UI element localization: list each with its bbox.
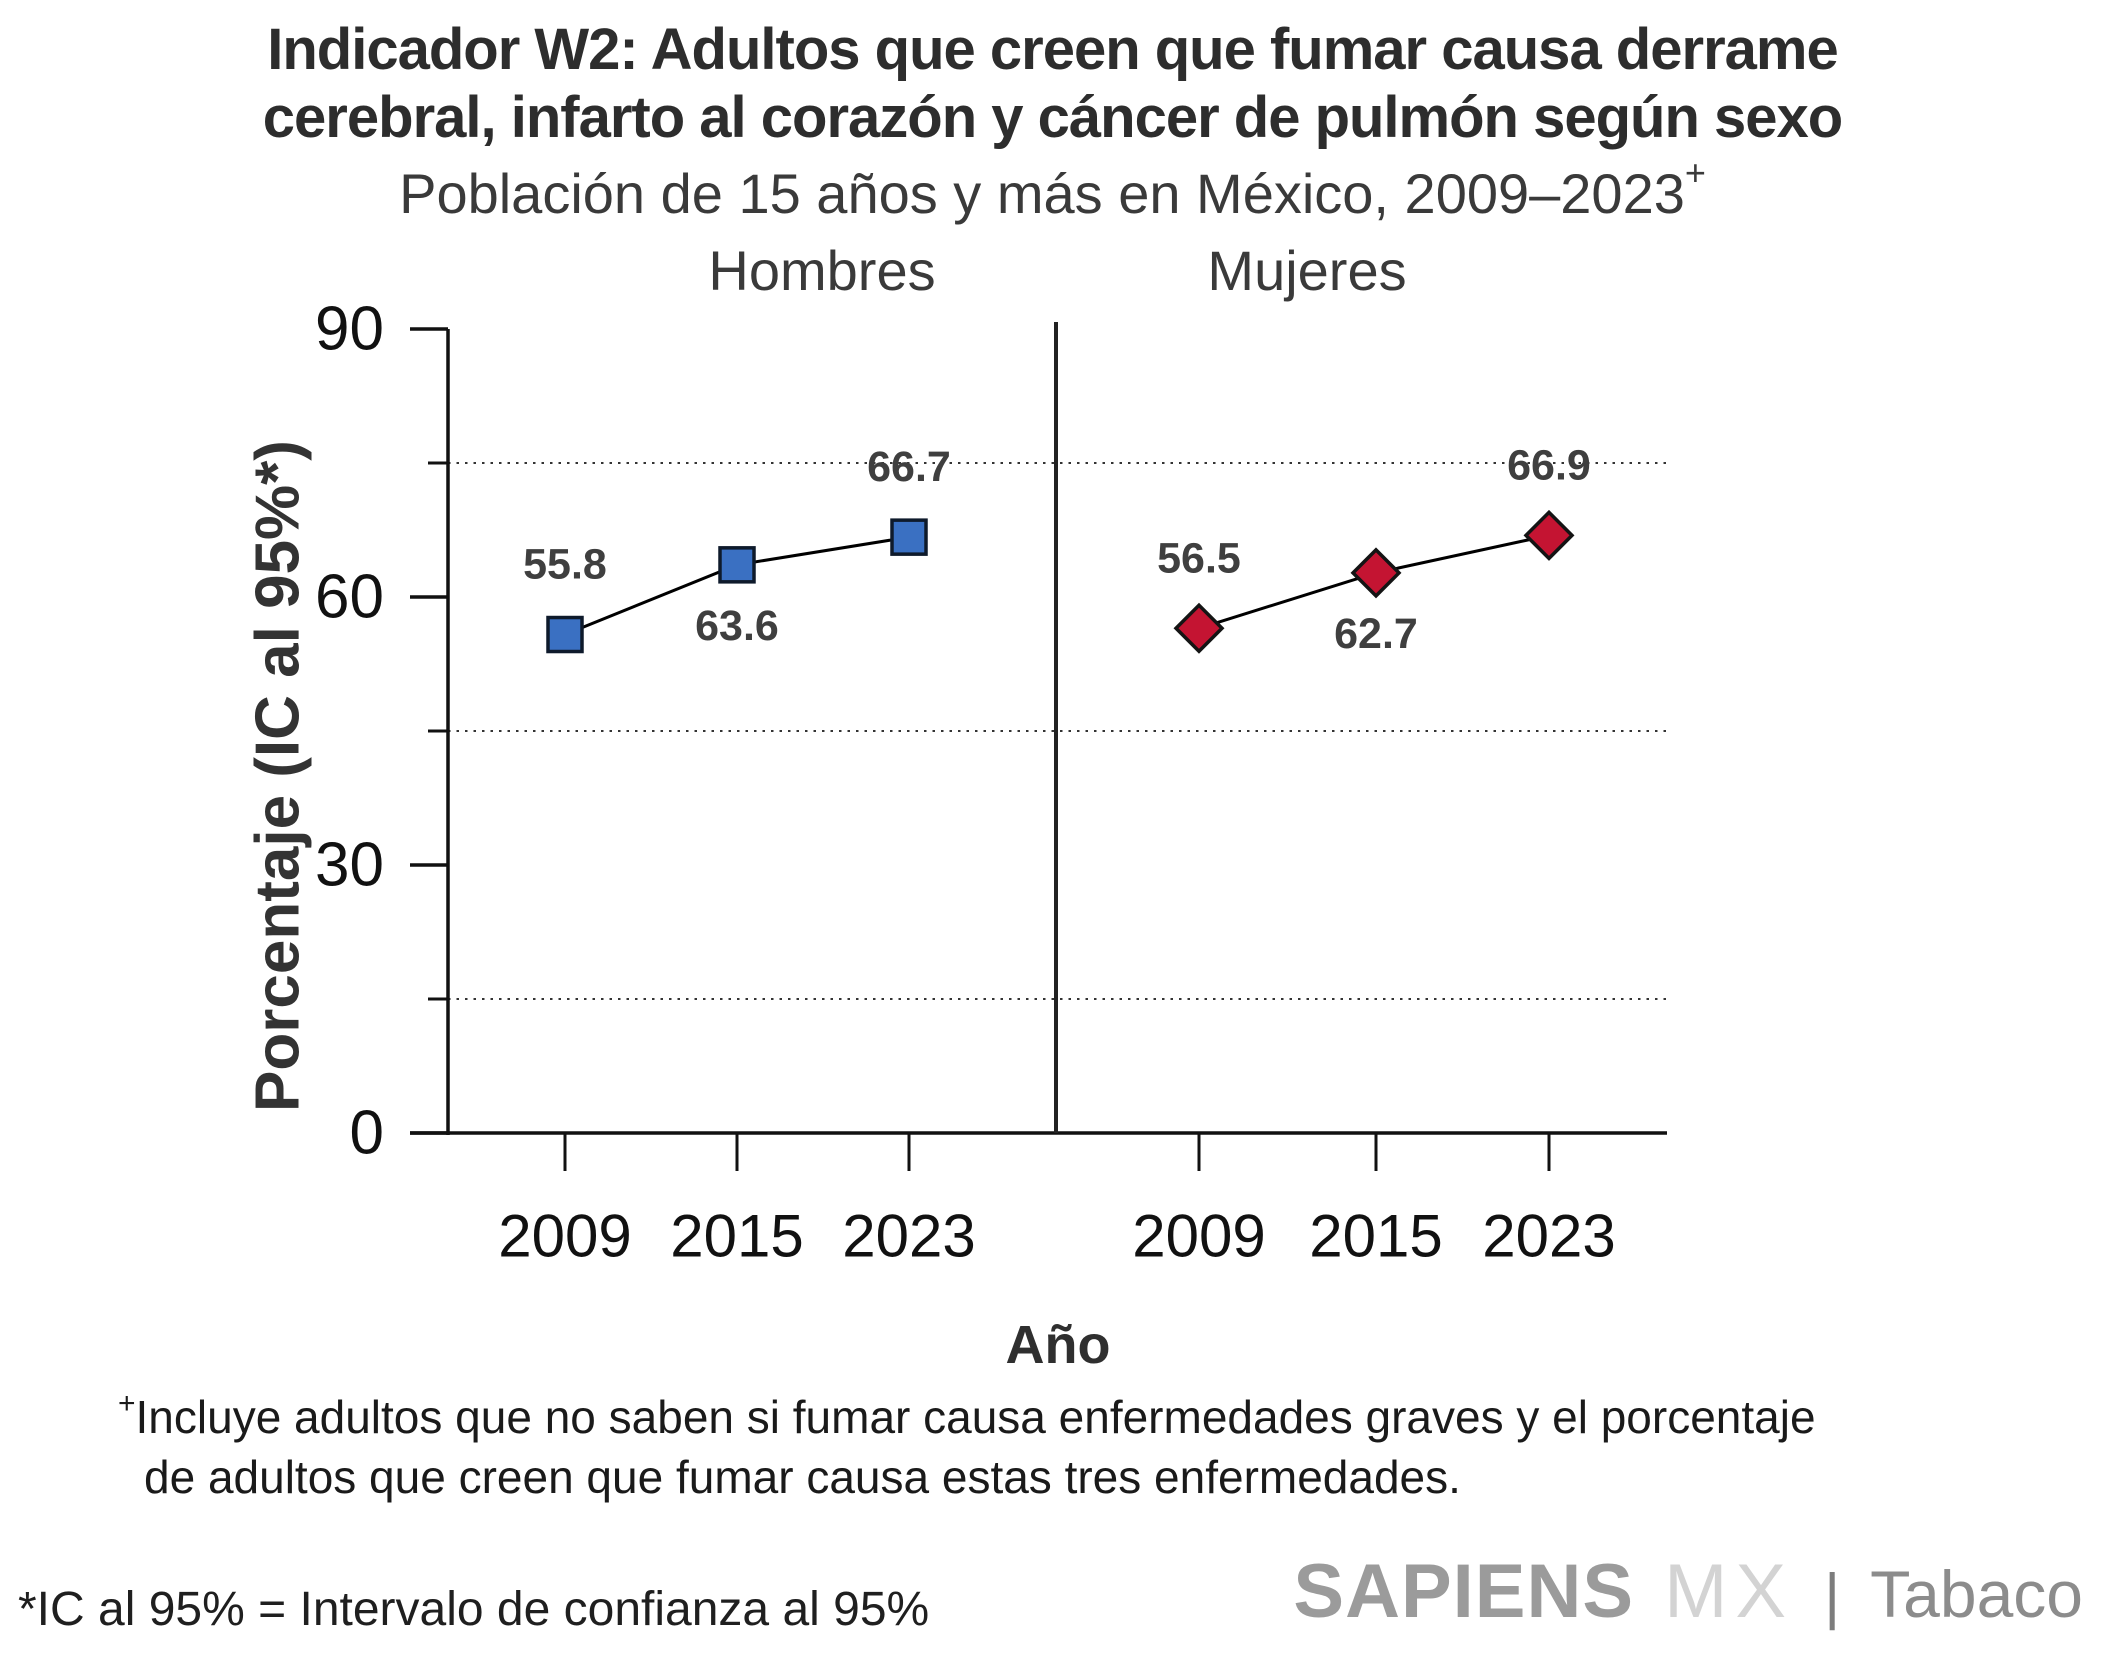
chart-subtitle-superscript: + (1684, 152, 1706, 193)
y-tick-label-30: 30 (315, 831, 384, 900)
marker-mujeres-2009 (1173, 602, 1225, 654)
logo-mx: MX (1664, 1549, 1795, 1634)
logo-sapiens: SAPIENS (1293, 1549, 1635, 1634)
marker-hombres-2009 (546, 615, 584, 654)
footnote-line1: +Incluye adultos que no saben si fumar c… (118, 1374, 1816, 1447)
value-label-hombres-2015: 63.6 (695, 602, 779, 650)
y-axis-label: Porcentaje (IC al 95%*) (243, 440, 313, 1112)
marker-hombres-2023 (890, 518, 928, 556)
footnote-line2: de adultos que creen que fumar causa est… (144, 1451, 1461, 1503)
footnote-superscript: + (118, 1387, 136, 1420)
x-axis-label: Año (1005, 1315, 1111, 1375)
footnote: +Incluye adultos que no saben si fumar c… (118, 1374, 1816, 1507)
y-tick-label-0: 0 (350, 1099, 384, 1168)
x-tick-label-hombres-2023: 2023 (842, 1203, 975, 1270)
y-tick-label-90: 90 (315, 295, 384, 364)
chart-title-line1: Indicador W2: Adultos que creen que fuma… (267, 17, 1838, 82)
marker-mujeres-2023 (1523, 509, 1575, 561)
value-label-hombres-2023: 66.7 (867, 443, 951, 491)
logo-separator: | (1824, 1562, 1841, 1631)
marker-mujeres-2015 (1350, 547, 1402, 599)
logo-product: Tabaco (1870, 1557, 2083, 1631)
x-tick-label-mujeres-2023: 2023 (1482, 1203, 1615, 1270)
x-tick-label-hombres-2009: 2009 (498, 1203, 631, 1270)
chart-title-line2: cerebral, infarto al corazón y cáncer de… (262, 85, 1843, 150)
footnote-line1-text: Incluye adultos que no saben si fumar ca… (135, 1391, 1816, 1443)
x-tick-label-mujeres-2009: 2009 (1132, 1203, 1265, 1270)
value-label-mujeres-2023: 66.9 (1507, 441, 1591, 489)
x-tick-label-mujeres-2015: 2015 (1309, 1203, 1442, 1270)
sapiens-logo: SAPIENS MX | Tabaco (1293, 1548, 2083, 1635)
value-label-hombres-2009: 55.8 (523, 541, 607, 589)
panel-header-hombres: Hombres (708, 239, 936, 302)
value-label-mujeres-2009: 56.5 (1157, 534, 1241, 582)
value-label-mujeres-2015: 62.7 (1334, 610, 1418, 658)
y-tick-label-60: 60 (315, 563, 384, 632)
confidence-interval-note: *IC al 95% = Intervalo de confianza al 9… (18, 1583, 930, 1636)
marker-hombres-2015 (718, 546, 756, 584)
chart-subtitle-text: Población de 15 años y más en México, 20… (399, 162, 1685, 225)
x-tick-label-hombres-2015: 2015 (670, 1203, 803, 1270)
chart-subtitle: Población de 15 años y más en México, 20… (0, 152, 2105, 226)
chart-title: Indicador W2: Adultos que creen que fuma… (0, 16, 2105, 152)
panel-header-mujeres: Mujeres (1207, 239, 1407, 302)
